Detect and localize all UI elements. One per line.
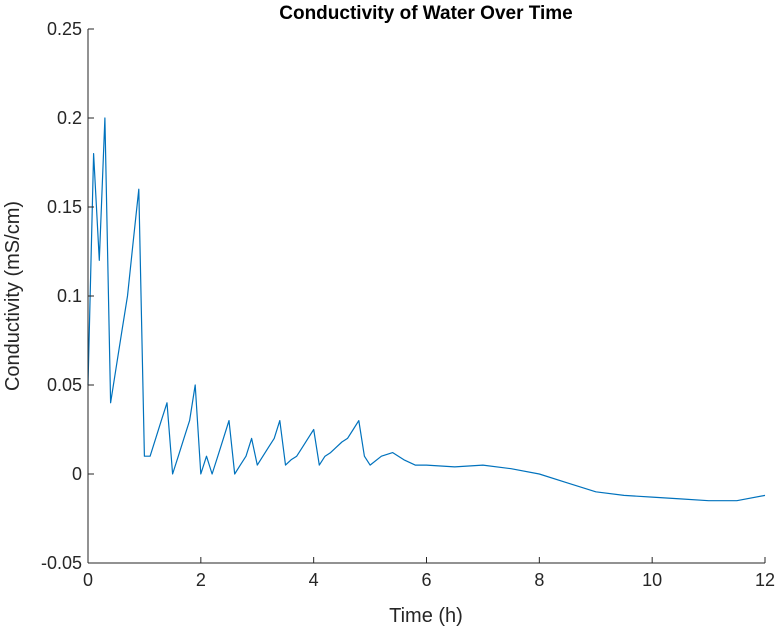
x-tick-label: 0 <box>83 570 93 590</box>
x-tick-label: 10 <box>642 570 662 590</box>
x-tick-label: 6 <box>421 570 431 590</box>
plot-area <box>87 117 766 502</box>
y-tick-label: 0.2 <box>57 108 82 128</box>
x-axis-label: Time (h) <box>389 605 463 627</box>
y-tick-label: 0.25 <box>47 19 82 39</box>
y-tick-label: 0.1 <box>57 286 82 306</box>
x-tick-label: 4 <box>309 570 319 590</box>
y-axis-label: Conductivity (mS/cm) <box>2 201 24 391</box>
series-line-0 <box>87 117 766 502</box>
y-tick-label: 0.15 <box>47 197 82 217</box>
y-tick-label: 0.05 <box>47 375 82 395</box>
x-tick-label: 8 <box>534 570 544 590</box>
x-tick-label: 2 <box>196 570 206 590</box>
y-tick-label: 0 <box>72 464 82 484</box>
y-tick-label: -0.05 <box>41 553 82 573</box>
chart-title: Conductivity of Water Over Time <box>279 3 573 24</box>
x-tick-label: 12 <box>755 570 775 590</box>
